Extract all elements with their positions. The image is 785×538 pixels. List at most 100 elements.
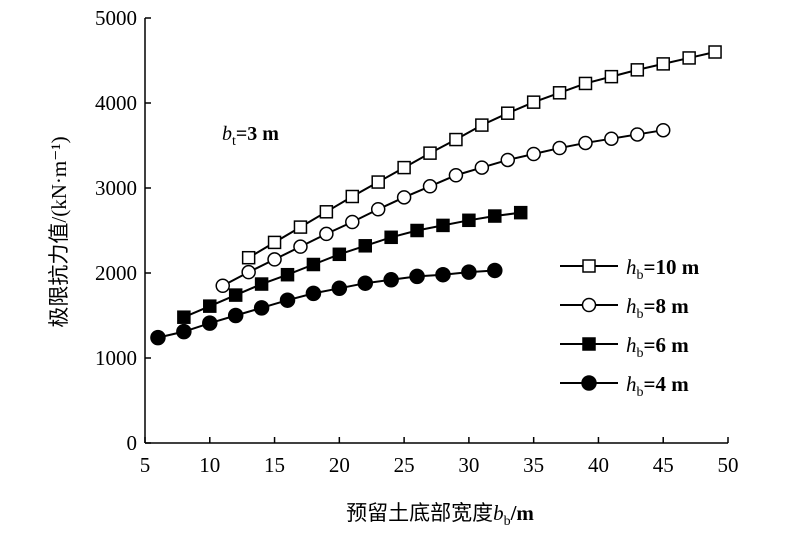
legend-label: hb=6 m xyxy=(626,333,689,361)
data-point-marker xyxy=(655,122,671,138)
legend-entry: hb=10 m xyxy=(560,255,700,283)
data-point-marker xyxy=(177,310,191,324)
data-point-marker xyxy=(526,95,541,109)
data-point-marker xyxy=(357,275,373,291)
data-point-marker xyxy=(358,239,372,253)
data-point-marker xyxy=(345,214,360,230)
data-point-marker xyxy=(423,146,437,160)
data-point-marker xyxy=(582,337,596,351)
data-point-marker xyxy=(397,160,411,175)
y-tick-label: 4000 xyxy=(95,91,137,115)
x-tick-label: 30 xyxy=(458,453,479,477)
legend-var: h xyxy=(626,333,637,357)
data-point-marker xyxy=(582,259,596,273)
legend-var: h xyxy=(626,372,637,396)
series-10m xyxy=(241,45,722,265)
data-point-marker xyxy=(384,230,398,245)
data-point-marker xyxy=(293,239,308,254)
x-tick-label: 50 xyxy=(718,453,739,477)
y-axis-label: 极限抗力值/(kN·m⁻¹) xyxy=(47,136,71,327)
legend-entry: hb=8 m xyxy=(560,294,689,322)
data-point-marker xyxy=(708,45,722,59)
data-point-marker xyxy=(305,285,322,302)
data-point-marker xyxy=(448,168,464,183)
legend-sub: b xyxy=(637,307,644,322)
data-point-marker xyxy=(150,329,166,346)
data-point-marker xyxy=(228,288,243,302)
data-point-marker xyxy=(682,51,696,65)
x-tick-label: 15 xyxy=(264,453,285,477)
legend-label: hb=10 m xyxy=(626,255,700,283)
data-point-marker xyxy=(370,202,386,217)
x-tick-label: 45 xyxy=(653,453,674,477)
y-tick-label: 0 xyxy=(127,431,138,455)
x-tick-label: 40 xyxy=(588,453,609,477)
series-4m xyxy=(150,262,503,346)
data-point-marker xyxy=(383,272,399,288)
series-line xyxy=(222,129,664,287)
series-8m xyxy=(215,122,671,293)
data-point-marker xyxy=(241,250,256,265)
legend-var: h xyxy=(626,294,637,318)
data-point-marker xyxy=(293,220,308,234)
x-tick-label: 20 xyxy=(329,453,350,477)
data-point-marker xyxy=(241,264,256,280)
data-point-marker xyxy=(306,257,321,272)
y-tick-label: 2000 xyxy=(95,261,137,285)
data-point-marker xyxy=(371,175,385,189)
annotation-bt: bt=3 m xyxy=(222,123,279,149)
data-point-marker xyxy=(345,189,360,204)
legend-value: =10 m xyxy=(644,255,700,279)
series-line xyxy=(248,51,716,259)
data-point-marker xyxy=(487,262,503,279)
data-point-marker xyxy=(449,132,463,147)
legend-value: =6 m xyxy=(644,333,690,357)
y-tick-label: 5000 xyxy=(95,6,137,30)
legend-var: h xyxy=(626,255,637,279)
data-point-marker xyxy=(176,323,192,340)
data-point-marker xyxy=(215,278,230,293)
x-tick-label: 35 xyxy=(523,453,544,477)
legend: hb=10 mhb=8 mhb=6 mhb=4 m xyxy=(560,255,700,400)
x-tick-label: 10 xyxy=(199,453,220,477)
x-tick-label: 5 xyxy=(140,453,151,477)
data-point-marker xyxy=(656,57,670,71)
series-group xyxy=(150,45,722,346)
legend-value: =4 m xyxy=(644,372,690,396)
data-point-marker xyxy=(267,252,282,267)
legend-label: hb=4 m xyxy=(626,372,689,400)
data-point-marker xyxy=(501,106,515,120)
data-point-marker xyxy=(462,213,476,228)
x-tick-label: 25 xyxy=(394,453,415,477)
series-6m xyxy=(177,205,528,324)
data-point-marker xyxy=(280,267,295,282)
data-point-marker xyxy=(409,268,425,285)
data-point-marker xyxy=(604,69,619,84)
data-point-marker xyxy=(254,277,269,291)
data-point-marker xyxy=(396,190,412,205)
data-point-marker xyxy=(331,280,348,297)
data-point-marker xyxy=(461,264,477,280)
y-tick-label: 3000 xyxy=(95,176,137,200)
legend-value: =8 m xyxy=(644,294,690,318)
data-point-marker xyxy=(319,226,334,242)
legend-sub: b xyxy=(637,346,644,361)
data-point-marker xyxy=(578,76,593,91)
axes: 5 10 15 20 25 30 35 40 45 50 0 1000 2000 3000 4000 5000 xyxy=(95,6,739,477)
data-point-marker xyxy=(435,266,451,283)
data-point-marker xyxy=(422,179,438,194)
data-point-marker xyxy=(552,86,567,100)
data-point-marker xyxy=(267,235,282,250)
data-point-marker xyxy=(332,247,347,262)
data-point-marker xyxy=(202,315,218,331)
x-axis-label: 预留土底部宽度bb/m xyxy=(346,501,534,529)
data-point-marker xyxy=(500,152,516,168)
data-point-marker xyxy=(253,300,270,316)
data-point-marker xyxy=(581,297,597,313)
data-point-marker xyxy=(552,140,567,156)
data-point-marker xyxy=(227,307,244,324)
legend-sub: b xyxy=(637,268,644,283)
data-point-marker xyxy=(581,375,597,391)
legend-label: hb=8 m xyxy=(626,294,689,322)
